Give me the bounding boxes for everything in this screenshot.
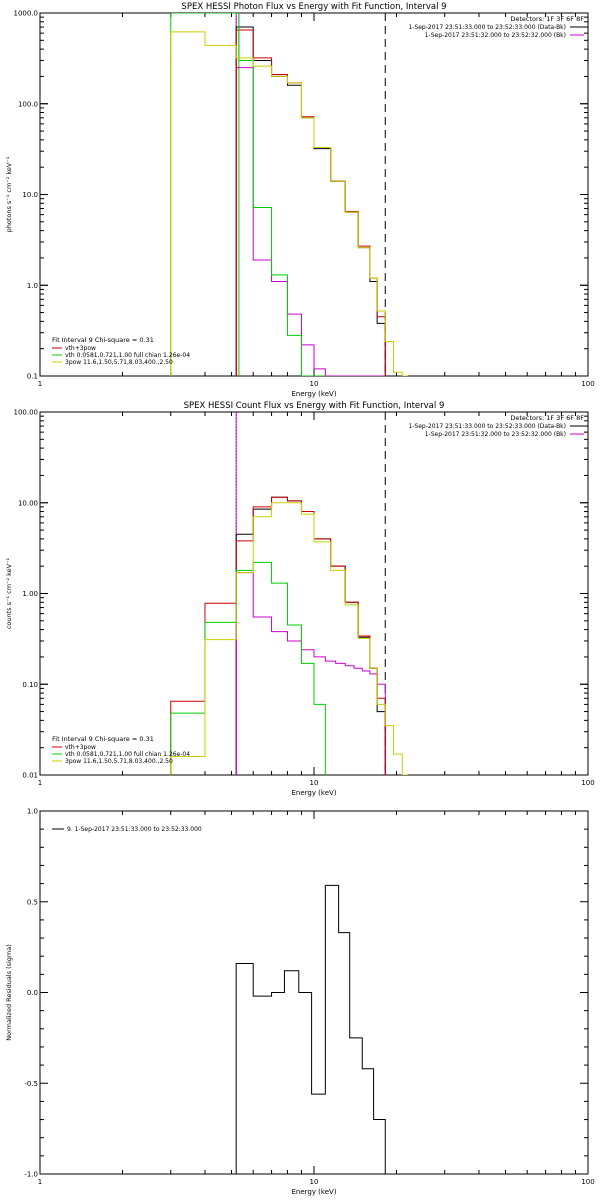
x-tick-label: 100 xyxy=(581,779,594,787)
x-tick-label: 10 xyxy=(310,380,319,388)
series-group xyxy=(170,496,408,775)
y-tick-label: 100.0 xyxy=(18,100,38,108)
series-line-Data-Bk xyxy=(235,26,386,376)
y-axis-label: photons s⁻¹ cm⁻² keV⁻¹ xyxy=(5,156,13,232)
fit-legend-title: Fit Interval 9 Chi-square = 0.31 xyxy=(52,336,154,344)
x-tick-label: 10 xyxy=(310,1178,319,1186)
series-line-3pow xyxy=(170,502,408,775)
chart-panel-2: 1 10 100 Energy (keV) -1.0 -0.5 0.0 0.5 1.0 Norma… xyxy=(5,808,595,1197)
time-legend-label: 1-Sep-2017 23:51:32.000 to 23:52:32.000 … xyxy=(425,32,566,39)
chart-title: SPEX HESSI Photon Flux vs Energy with Fi… xyxy=(181,2,446,12)
y-tick-label: 10.00 xyxy=(18,499,38,507)
chart-title: SPEX HESSI Count Flux vs Energy with Fit… xyxy=(184,401,445,411)
residual-legend-label: 9. 1-Sep-2017 23:51:33.000 to 23:52:33.0… xyxy=(67,826,202,833)
y-tick-label: 0.0 xyxy=(27,989,38,997)
series-line-residuals xyxy=(235,884,386,1174)
series-line-Bk xyxy=(235,572,386,775)
fit-legend-label: vth 0.0581,0.721,1.00 full chian 1.26e-0… xyxy=(65,751,190,758)
time-legend-label: 1-Sep-2017 23:51:33.000 to 23:52:33.000 … xyxy=(408,24,566,31)
series-line-vth xyxy=(170,13,326,376)
y-axis-label: Normalized Residuals (sigma) xyxy=(5,944,13,1041)
y-tick-label: 0.10 xyxy=(22,681,38,689)
time-legend-label: 1-Sep-2017 23:51:32.000 to 23:52:32.000 … xyxy=(425,431,566,438)
y-tick-label: 0.1 xyxy=(27,373,38,381)
series-line-vth xyxy=(170,561,326,775)
x-tick-label: 10 xyxy=(310,779,319,787)
fit-legend-label: vth+3pow xyxy=(65,744,96,751)
y-tick-label: -1.0 xyxy=(24,1171,38,1179)
y-tick-label: 10.0 xyxy=(22,191,38,199)
y-tick-label: 1.00 xyxy=(22,590,38,598)
y-tick-label: 100.00 xyxy=(14,409,39,417)
x-tick-label: 1 xyxy=(38,380,42,388)
y-axis-label: counts s⁻¹ cm⁻² keV⁻¹ xyxy=(5,557,13,629)
fit-legend-label: vth+3pow xyxy=(65,345,96,352)
fit-legend-label: 3pow 11.6,1.50,5.71,8.03,400.,2.50 xyxy=(65,359,173,366)
x-axis-label: Energy (keV) xyxy=(291,390,336,398)
x-tick-label: 1 xyxy=(38,1178,42,1186)
x-tick-label: 100 xyxy=(581,1178,594,1186)
fit-legend-label: 3pow 11.6,1.50,5.71,8.03,400.,2.50 xyxy=(65,758,173,765)
y-tick-label: 1000.0 xyxy=(14,10,39,18)
fit-legend-label: vth 0.0581,0.721,1.00 full chian 1.26e-0… xyxy=(65,352,190,359)
series-line-vth+3pow xyxy=(235,29,386,376)
series-line-Bk xyxy=(235,67,386,376)
series-line-vth+3pow xyxy=(170,496,386,775)
fit-legend-title: Fit Interval 9 Chi-square = 0.31 xyxy=(52,735,154,743)
chart-panel-0: SPEX HESSI Photon Flux vs Energy with Fi… xyxy=(5,2,595,398)
x-tick-label: 100 xyxy=(581,380,594,388)
y-tick-label: 1.0 xyxy=(27,282,38,290)
y-tick-label: 0.01 xyxy=(22,772,38,780)
x-axis-label: Energy (keV) xyxy=(291,789,336,797)
y-tick-label: 0.5 xyxy=(27,898,38,906)
detectors-label: Detectors: 1F 3F 6F 8F xyxy=(510,414,584,422)
time-legend-label: 1-Sep-2017 23:51:33.000 to 23:52:33.000 … xyxy=(408,423,566,430)
y-tick-label: -0.5 xyxy=(24,1080,38,1088)
x-axis-label: Energy (keV) xyxy=(291,1188,336,1196)
series-line-3pow xyxy=(170,31,408,376)
series-group xyxy=(170,13,408,376)
x-tick-label: 1 xyxy=(38,779,42,787)
chart-panel-1: SPEX HESSI Count Flux vs Energy with Fit… xyxy=(5,401,595,797)
plot-frame xyxy=(39,810,589,1175)
y-tick-label: 1.0 xyxy=(27,808,38,816)
detectors-label: Detectors: 1F 3F 6F 8F xyxy=(510,15,584,23)
series-group xyxy=(235,884,386,1174)
plot-frame xyxy=(39,411,589,776)
plot-frame xyxy=(39,12,589,377)
